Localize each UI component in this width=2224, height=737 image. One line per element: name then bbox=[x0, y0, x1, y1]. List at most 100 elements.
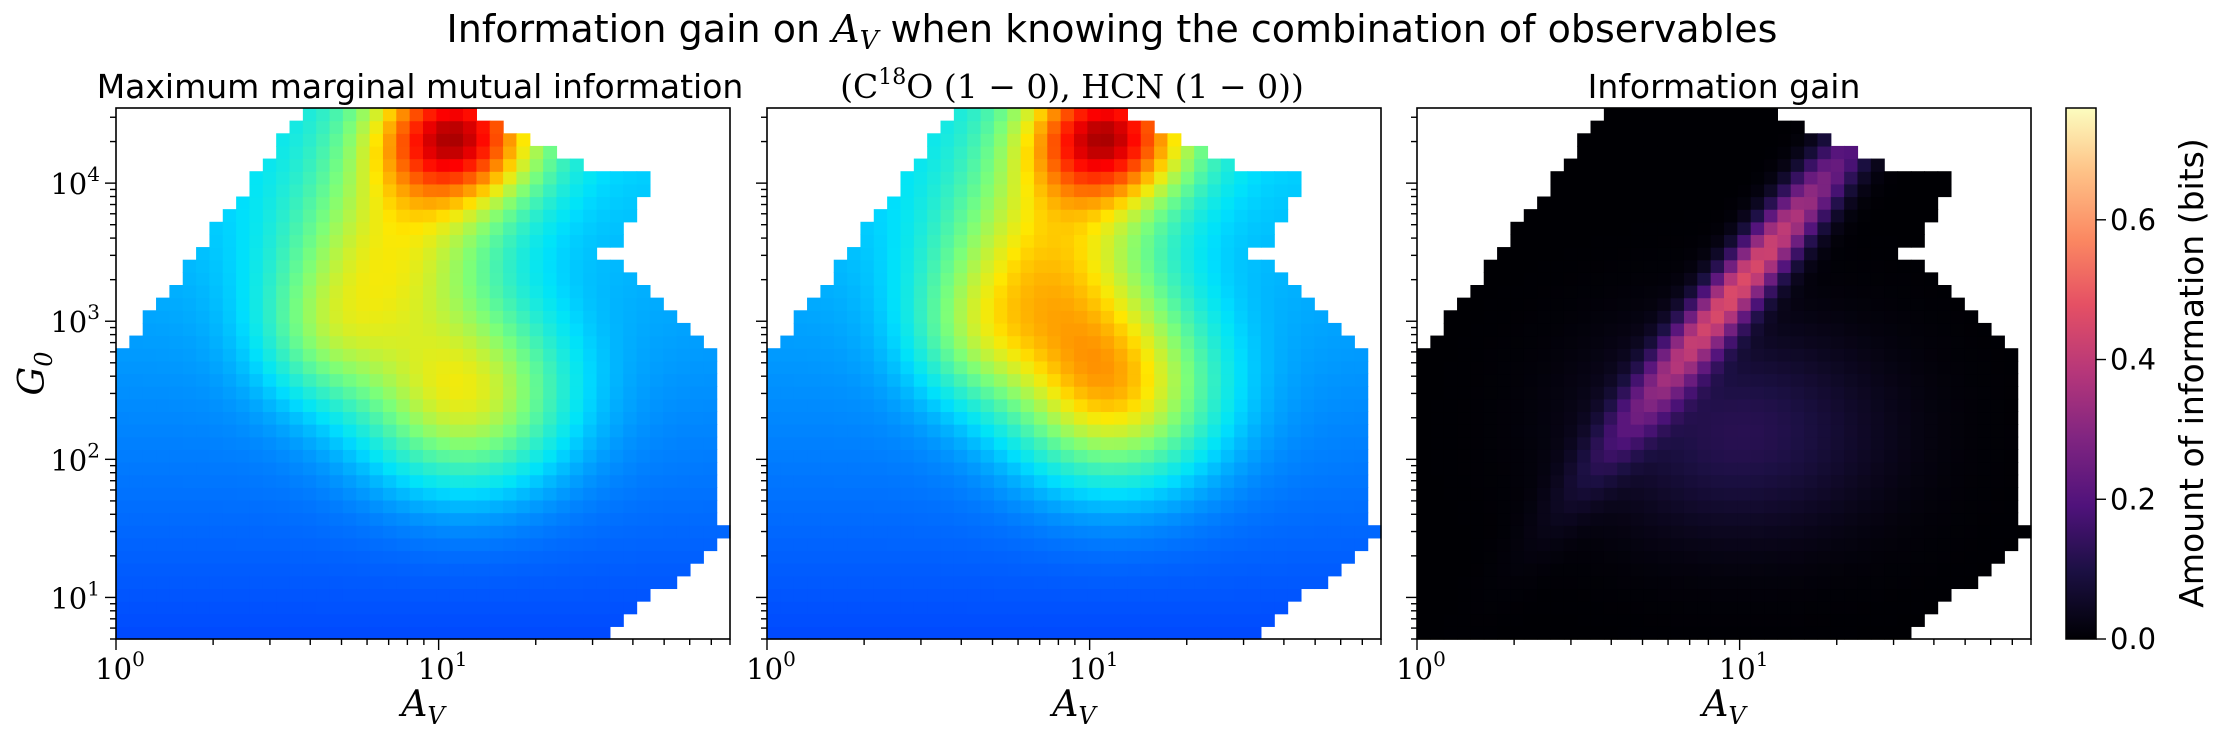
heatmap-cell bbox=[156, 398, 170, 413]
heatmap-cell bbox=[873, 575, 888, 590]
heatmap-cell bbox=[1897, 348, 1912, 362]
heatmap-cell bbox=[1737, 145, 1752, 160]
heatmap-cell bbox=[209, 360, 224, 375]
heatmap-cell bbox=[1683, 108, 1698, 122]
heatmap-cell bbox=[1483, 575, 1498, 590]
heatmap-cell bbox=[1884, 221, 1899, 236]
heatmap-cell bbox=[1127, 247, 1142, 261]
heatmap-cell bbox=[1020, 247, 1035, 261]
heatmap-cell bbox=[1910, 499, 1925, 514]
heatmap-cell bbox=[1300, 373, 1315, 387]
heatmap-cell bbox=[1457, 575, 1471, 590]
heatmap-cell bbox=[1737, 386, 1752, 400]
heatmap-cell bbox=[1750, 145, 1765, 160]
heatmap-cell bbox=[1550, 575, 1565, 590]
heatmap-cell bbox=[249, 196, 264, 210]
heatmap-cell bbox=[1523, 588, 1538, 602]
heatmap-cell bbox=[1697, 512, 1712, 526]
heatmap-cell bbox=[1697, 436, 1712, 450]
heatmap-cell bbox=[516, 588, 531, 602]
heatmap-cell bbox=[1830, 474, 1845, 488]
heatmap-cell bbox=[1590, 626, 1605, 640]
heatmap-cell bbox=[262, 158, 277, 172]
heatmap-cell bbox=[1087, 133, 1102, 147]
heatmap-cell bbox=[1154, 335, 1169, 349]
heatmap-cell bbox=[569, 373, 584, 387]
heatmap-cell bbox=[329, 335, 344, 349]
heatmap-cell bbox=[1657, 499, 1672, 514]
heatmap-cell bbox=[1737, 108, 1752, 122]
heatmap-cell bbox=[953, 474, 968, 488]
heatmap-cell bbox=[1884, 550, 1899, 564]
heatmap-cell bbox=[2004, 411, 2019, 425]
heatmap-cell bbox=[1710, 310, 1725, 324]
heatmap-cell bbox=[900, 499, 915, 514]
heatmap-cell bbox=[1857, 550, 1872, 564]
heatmap-cell bbox=[1737, 171, 1752, 185]
heatmap-cell bbox=[196, 386, 211, 400]
heatmap-cell bbox=[489, 588, 504, 602]
heatmap-cell bbox=[569, 322, 584, 337]
heatmap-cell bbox=[1670, 575, 1685, 590]
heatmap-cell bbox=[1590, 487, 1605, 501]
heatmap-cell bbox=[1483, 335, 1498, 349]
heatmap-cell bbox=[262, 234, 277, 248]
heatmap-cell bbox=[1590, 588, 1605, 602]
heatmap-cell bbox=[1087, 462, 1102, 476]
heatmap-cell bbox=[1617, 373, 1632, 387]
heatmap-cell bbox=[1657, 462, 1672, 476]
heatmap-cell bbox=[993, 575, 1008, 590]
heatmap-cell bbox=[847, 297, 862, 311]
heatmap-cell bbox=[222, 462, 237, 476]
heatmap-cell bbox=[927, 487, 942, 501]
heatmap-cell bbox=[329, 588, 344, 602]
heatmap-cell bbox=[382, 221, 397, 236]
heatmap-cell bbox=[1737, 272, 1752, 286]
heatmap-cell bbox=[142, 310, 157, 324]
heatmap-cell bbox=[1274, 563, 1289, 577]
heatmap-cell bbox=[236, 285, 251, 299]
heatmap-cell bbox=[1007, 601, 1022, 615]
heatmap-cell bbox=[436, 297, 451, 311]
heatmap-cell bbox=[516, 158, 531, 172]
heatmap-cell bbox=[1033, 512, 1048, 526]
heatmap-cell bbox=[1180, 348, 1195, 362]
heatmap-cell bbox=[980, 436, 995, 450]
heatmap-cell bbox=[913, 322, 928, 337]
heatmap-cell bbox=[807, 575, 821, 590]
heatmap-cell bbox=[1990, 348, 2005, 362]
heatmap-cell bbox=[833, 550, 848, 564]
heatmap-cell bbox=[1830, 348, 1845, 362]
heatmap-cell bbox=[993, 537, 1008, 552]
heatmap-cell bbox=[569, 247, 584, 261]
heatmap-cell bbox=[196, 487, 211, 501]
heatmap-cell bbox=[820, 499, 835, 514]
heatmap-cell bbox=[1830, 158, 1845, 172]
heatmap-cell bbox=[1817, 575, 1832, 590]
heatmap-cell bbox=[209, 626, 224, 640]
heatmap-cell bbox=[1087, 525, 1102, 539]
heatmap-cell bbox=[583, 436, 598, 450]
heatmap-cell bbox=[596, 234, 611, 248]
heatmap-cell bbox=[316, 171, 331, 185]
heatmap-cell bbox=[463, 145, 477, 160]
heatmap-cell bbox=[196, 462, 211, 476]
heatmap-cell bbox=[169, 360, 184, 375]
heatmap-cell bbox=[1777, 322, 1792, 337]
heatmap-cell bbox=[1033, 259, 1048, 273]
heatmap-cell bbox=[1007, 424, 1022, 438]
heatmap-cell bbox=[396, 373, 411, 387]
heatmap-cell bbox=[953, 424, 968, 438]
heatmap-cell bbox=[1710, 348, 1725, 362]
heatmap-cell bbox=[887, 474, 902, 488]
heatmap-cell bbox=[1790, 398, 1805, 413]
heatmap-cell bbox=[1234, 335, 1249, 349]
heatmap-cell bbox=[1563, 171, 1578, 185]
heatmap-cell bbox=[1777, 348, 1792, 362]
heatmap-cell bbox=[1630, 525, 1645, 539]
heatmap-cell bbox=[847, 563, 862, 577]
heatmap-cell bbox=[1750, 158, 1765, 172]
heatmap-cell bbox=[703, 411, 718, 425]
heatmap-cell bbox=[1154, 259, 1169, 273]
heatmap-cell bbox=[676, 512, 691, 526]
